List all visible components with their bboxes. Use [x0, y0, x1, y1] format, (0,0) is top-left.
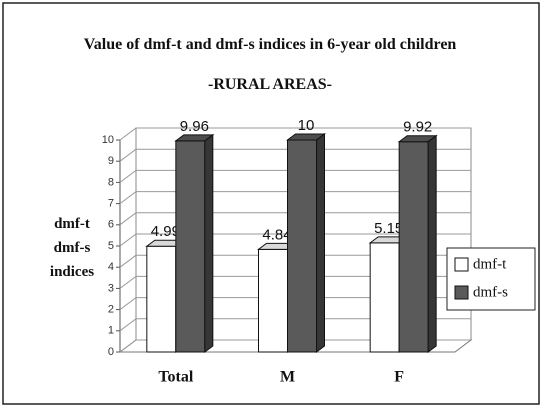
- x-tick-label: F: [394, 369, 404, 386]
- bar: [398, 141, 429, 353]
- y-tick-label: 5: [108, 240, 114, 252]
- data-label: 10: [298, 117, 315, 134]
- bar-side: [316, 133, 325, 353]
- legend-label: dmf-t: [473, 256, 507, 272]
- frame: [2, 2, 540, 405]
- grid-line: [119, 233, 137, 247]
- y-tick-label: 4: [108, 261, 114, 273]
- data-label: 4.99: [151, 223, 180, 240]
- chart-title: Value of dmf-t and dmf-s indices in 6-ye…: [83, 36, 457, 53]
- bar: [287, 139, 317, 353]
- legend-swatch: [454, 257, 469, 272]
- grid-line: [119, 339, 137, 353]
- x-tick-label: Total: [158, 369, 194, 386]
- y-axis-label: dmf-t dmf-s indices: [49, 216, 95, 280]
- y-tick-label: 6: [108, 219, 114, 231]
- bar-side: [204, 133, 214, 353]
- grid-line: [119, 254, 137, 268]
- legend-swatch: [454, 285, 469, 300]
- grid-line: [119, 318, 137, 332]
- legend-label: dmf-s: [473, 284, 508, 300]
- data-label: 9.92: [403, 119, 432, 136]
- y-tick-label: 7: [108, 198, 114, 210]
- chart-subtitle: -RURAL AREAS-: [207, 76, 332, 93]
- grid-line: [119, 297, 137, 311]
- y-tick-label: 8: [108, 176, 114, 188]
- y-tick-label: 2: [108, 304, 114, 316]
- grid-line: [119, 191, 137, 205]
- bar-side: [427, 134, 437, 353]
- y-tick-label: 1: [108, 325, 114, 337]
- bar: [369, 242, 400, 353]
- bar: [175, 140, 206, 353]
- y-tick-label: 9: [108, 155, 114, 167]
- bar: [146, 245, 177, 353]
- data-label: 5.15: [374, 220, 403, 237]
- y-tick-label: 0: [108, 346, 114, 358]
- data-label: 9.96: [180, 118, 209, 135]
- grid-line: [119, 169, 137, 183]
- bar: [258, 248, 288, 353]
- y-tick-label: 10: [102, 134, 114, 146]
- data-label: 4.84: [262, 226, 291, 243]
- x-tick-label: M: [280, 369, 295, 386]
- grid-line: [119, 275, 137, 289]
- grid-line: [119, 212, 137, 226]
- y-tick-label: 3: [108, 282, 114, 294]
- grid-line: [119, 148, 137, 162]
- grid-line: [119, 127, 137, 141]
